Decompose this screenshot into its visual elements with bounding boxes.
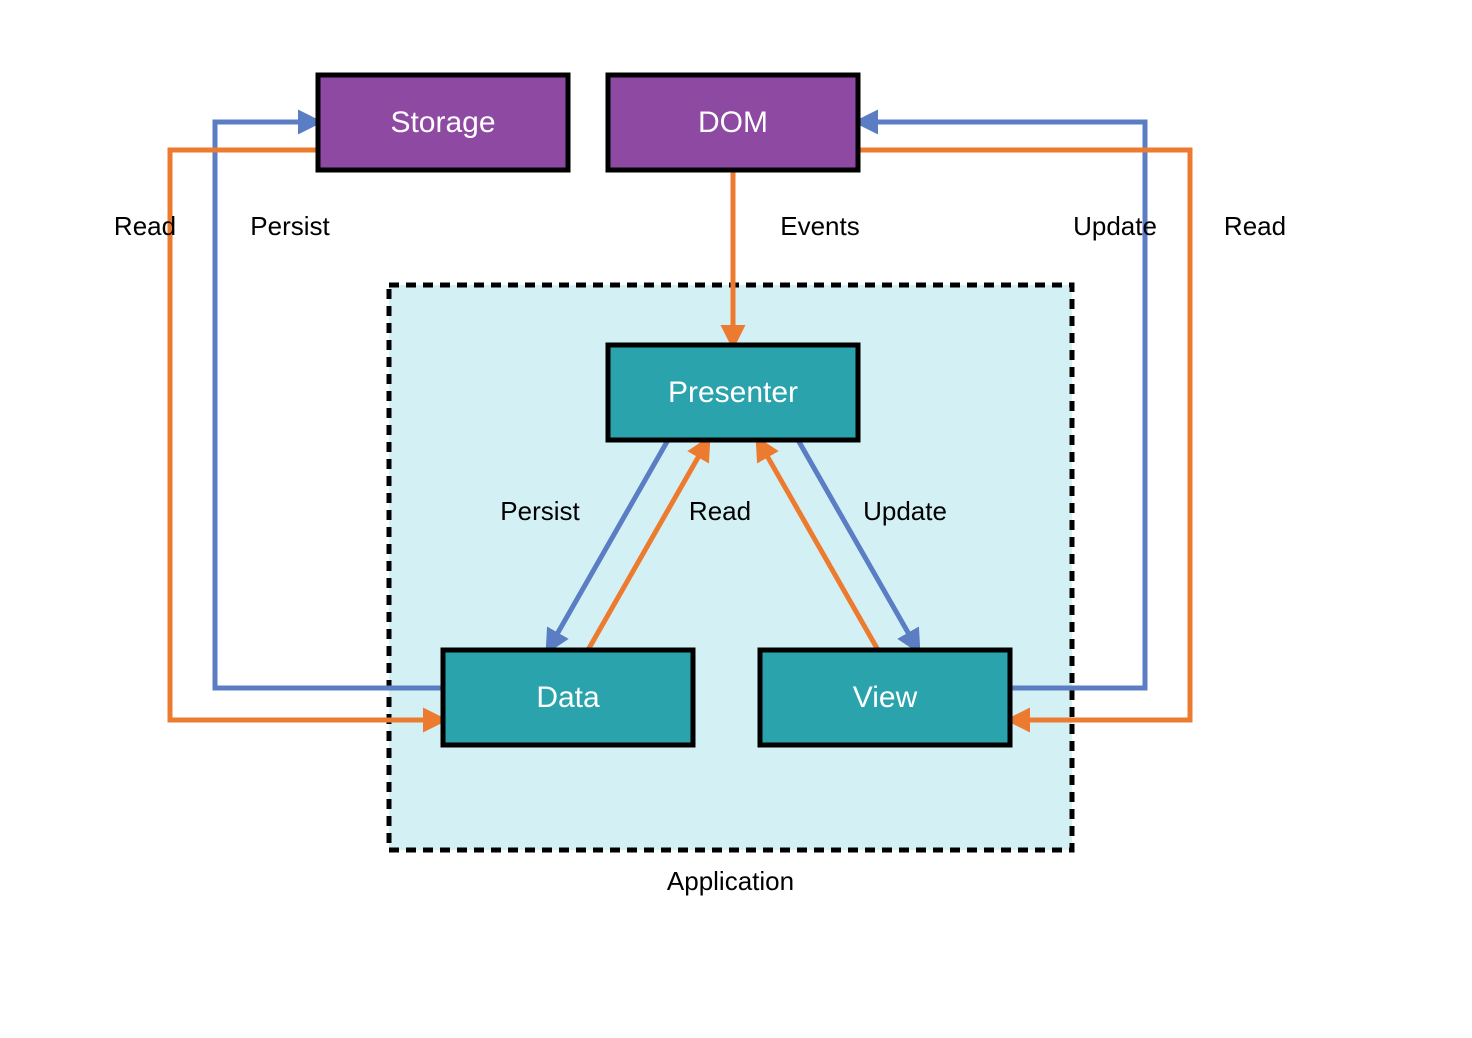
edge-label-data-to-presenter-read: Read — [689, 496, 751, 526]
node-presenter: Presenter — [608, 345, 858, 440]
node-storage: Storage — [318, 75, 568, 170]
application-label: Application — [667, 866, 794, 896]
edge-label-view-to-dom-update: Update — [1073, 211, 1157, 241]
edge-label-data-to-storage-persist: Persist — [250, 211, 330, 241]
node-dom: DOM — [608, 75, 858, 170]
node-label-storage: Storage — [390, 106, 495, 139]
edge-label-dom-to-presenter: Events — [780, 211, 860, 241]
node-label-presenter: Presenter — [668, 376, 798, 409]
edge-label-presenter-to-view-update: Update — [863, 496, 947, 526]
node-label-view: View — [853, 681, 918, 714]
node-data: Data — [443, 650, 693, 745]
node-label-dom: DOM — [698, 106, 768, 139]
edge-label-storage-to-data-read: Read — [114, 211, 176, 241]
edge-label-dom-to-view-read: Read — [1224, 211, 1286, 241]
node-label-data: Data — [536, 681, 600, 714]
edge-label-presenter-to-data-persist: Persist — [500, 496, 580, 526]
node-view: View — [760, 650, 1010, 745]
